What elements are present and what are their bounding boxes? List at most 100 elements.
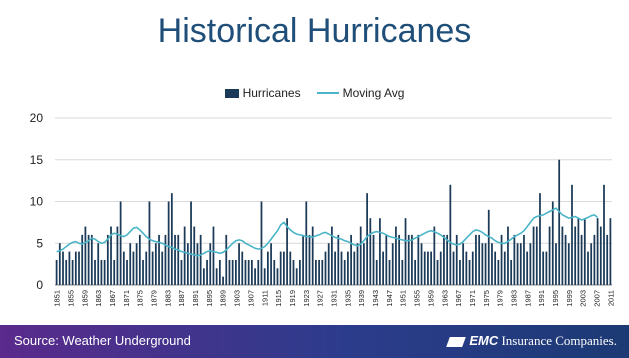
hurricane-bar <box>234 259 237 285</box>
hurricane-bar <box>491 243 493 285</box>
x-tick-label: 1875 <box>136 290 145 307</box>
hurricane-bar <box>218 259 221 285</box>
hurricane-bar <box>551 201 554 285</box>
hurricane-bar <box>177 234 180 285</box>
hurricane-bar <box>158 234 160 285</box>
footer-bar: Source: Weather Underground EMC Insuranc… <box>0 325 629 358</box>
hurricane-bar <box>254 268 256 285</box>
hurricane-bar <box>110 226 112 285</box>
hurricane-bar <box>228 259 231 285</box>
hurricane-bar <box>519 243 522 285</box>
x-tick-label: 1955 <box>413 290 422 307</box>
hurricane-bar <box>170 193 173 285</box>
hurricane-bar <box>327 243 330 285</box>
hurricane-bar <box>199 234 202 285</box>
hurricane-bar <box>340 251 343 285</box>
hurricane-bar <box>315 259 317 285</box>
hurricane-bar <box>90 234 93 285</box>
hurricane-bar <box>186 243 189 285</box>
hurricane-bar <box>308 234 311 285</box>
hurricane-bar <box>347 251 349 285</box>
hurricane-bar <box>206 259 208 285</box>
x-tick-label: 1935 <box>343 290 352 307</box>
hurricane-bar <box>449 184 452 285</box>
hurricane-bar <box>593 234 596 285</box>
moving-average-line <box>56 207 599 257</box>
hurricane-bar <box>452 251 455 285</box>
hurricane-bar <box>78 251 80 285</box>
hurricane-bar <box>212 226 215 285</box>
hurricane-bar <box>321 259 324 285</box>
hurricane-bar <box>487 209 490 285</box>
logo-mark-icon <box>446 337 467 348</box>
y-tick-label: 10 <box>30 195 44 209</box>
hurricane-bar <box>250 259 253 285</box>
hurricane-bar <box>270 243 272 285</box>
x-tick-label: 1991 <box>537 290 546 307</box>
hurricane-bar <box>244 259 247 285</box>
x-tick-label: 1919 <box>288 290 297 307</box>
hurricane-bar <box>603 184 605 285</box>
hurricane-bar <box>494 251 497 285</box>
hurricane-bar <box>84 226 87 285</box>
hurricane-bar <box>324 251 327 285</box>
hurricane-bar <box>478 234 481 285</box>
hurricane-bar <box>561 226 564 285</box>
hurricane-bar <box>590 243 593 285</box>
hurricane-bar <box>526 251 529 285</box>
hurricane-bar <box>81 234 84 285</box>
hurricane-bar <box>564 234 567 285</box>
y-tick-label: 20 <box>30 111 44 125</box>
hurricane-bar <box>113 259 116 285</box>
hurricane-bar <box>263 268 266 285</box>
hurricane-bar <box>273 259 276 285</box>
x-tick-label: 1895 <box>205 290 214 307</box>
hurricane-bar <box>225 234 228 285</box>
hurricane-bar <box>433 226 436 285</box>
hurricane-bar <box>548 226 551 285</box>
hurricane-bar <box>87 234 90 285</box>
hurricane-bar <box>302 234 304 285</box>
hurricane-bar <box>295 268 298 285</box>
hurricane-bar <box>276 268 279 285</box>
hurricane-bar <box>183 226 186 285</box>
hurricane-bar <box>539 193 541 285</box>
x-tick-label: 1863 <box>94 290 103 307</box>
x-tick-label: 1971 <box>468 290 477 307</box>
hurricane-bar <box>471 251 474 285</box>
x-tick-label: 1887 <box>177 290 186 307</box>
hurricane-bar <box>462 243 465 285</box>
hurricane-bar <box>363 243 365 285</box>
hurricane-bar <box>596 218 599 285</box>
hurricane-bar <box>391 243 394 285</box>
hurricane-bar <box>97 243 100 285</box>
hurricane-bar <box>94 259 96 285</box>
hurricane-bar <box>283 251 285 285</box>
hurricane-bar <box>395 226 397 285</box>
x-tick-label: 1947 <box>385 290 394 307</box>
legend-swatch-line <box>316 92 339 94</box>
legend-label-hurricanes: Hurricanes <box>242 86 301 100</box>
brand-bold: EMC <box>469 333 499 348</box>
hurricane-bar <box>583 218 586 285</box>
x-tick-label: 1951 <box>399 290 408 307</box>
hurricane-bar <box>145 251 148 285</box>
hurricane-bar <box>142 259 144 285</box>
legend-swatch-bar <box>224 88 239 98</box>
hurricane-bar <box>196 243 199 285</box>
hurricane-bar <box>606 234 609 285</box>
hurricane-bar <box>331 226 333 285</box>
hurricane-bar <box>455 234 458 285</box>
y-tick-label: 0 <box>36 278 43 292</box>
hurricane-bar <box>334 251 336 285</box>
company-logo: EMC Insurance Companies. <box>446 333 617 349</box>
hurricane-bar <box>500 234 503 285</box>
hurricane-bar <box>372 234 375 285</box>
hurricane-bar <box>353 251 356 285</box>
hurricane-bar <box>542 251 545 285</box>
hurricane-bar <box>247 259 250 285</box>
x-tick-label: 1959 <box>426 290 435 307</box>
hurricane-bar <box>74 251 77 285</box>
